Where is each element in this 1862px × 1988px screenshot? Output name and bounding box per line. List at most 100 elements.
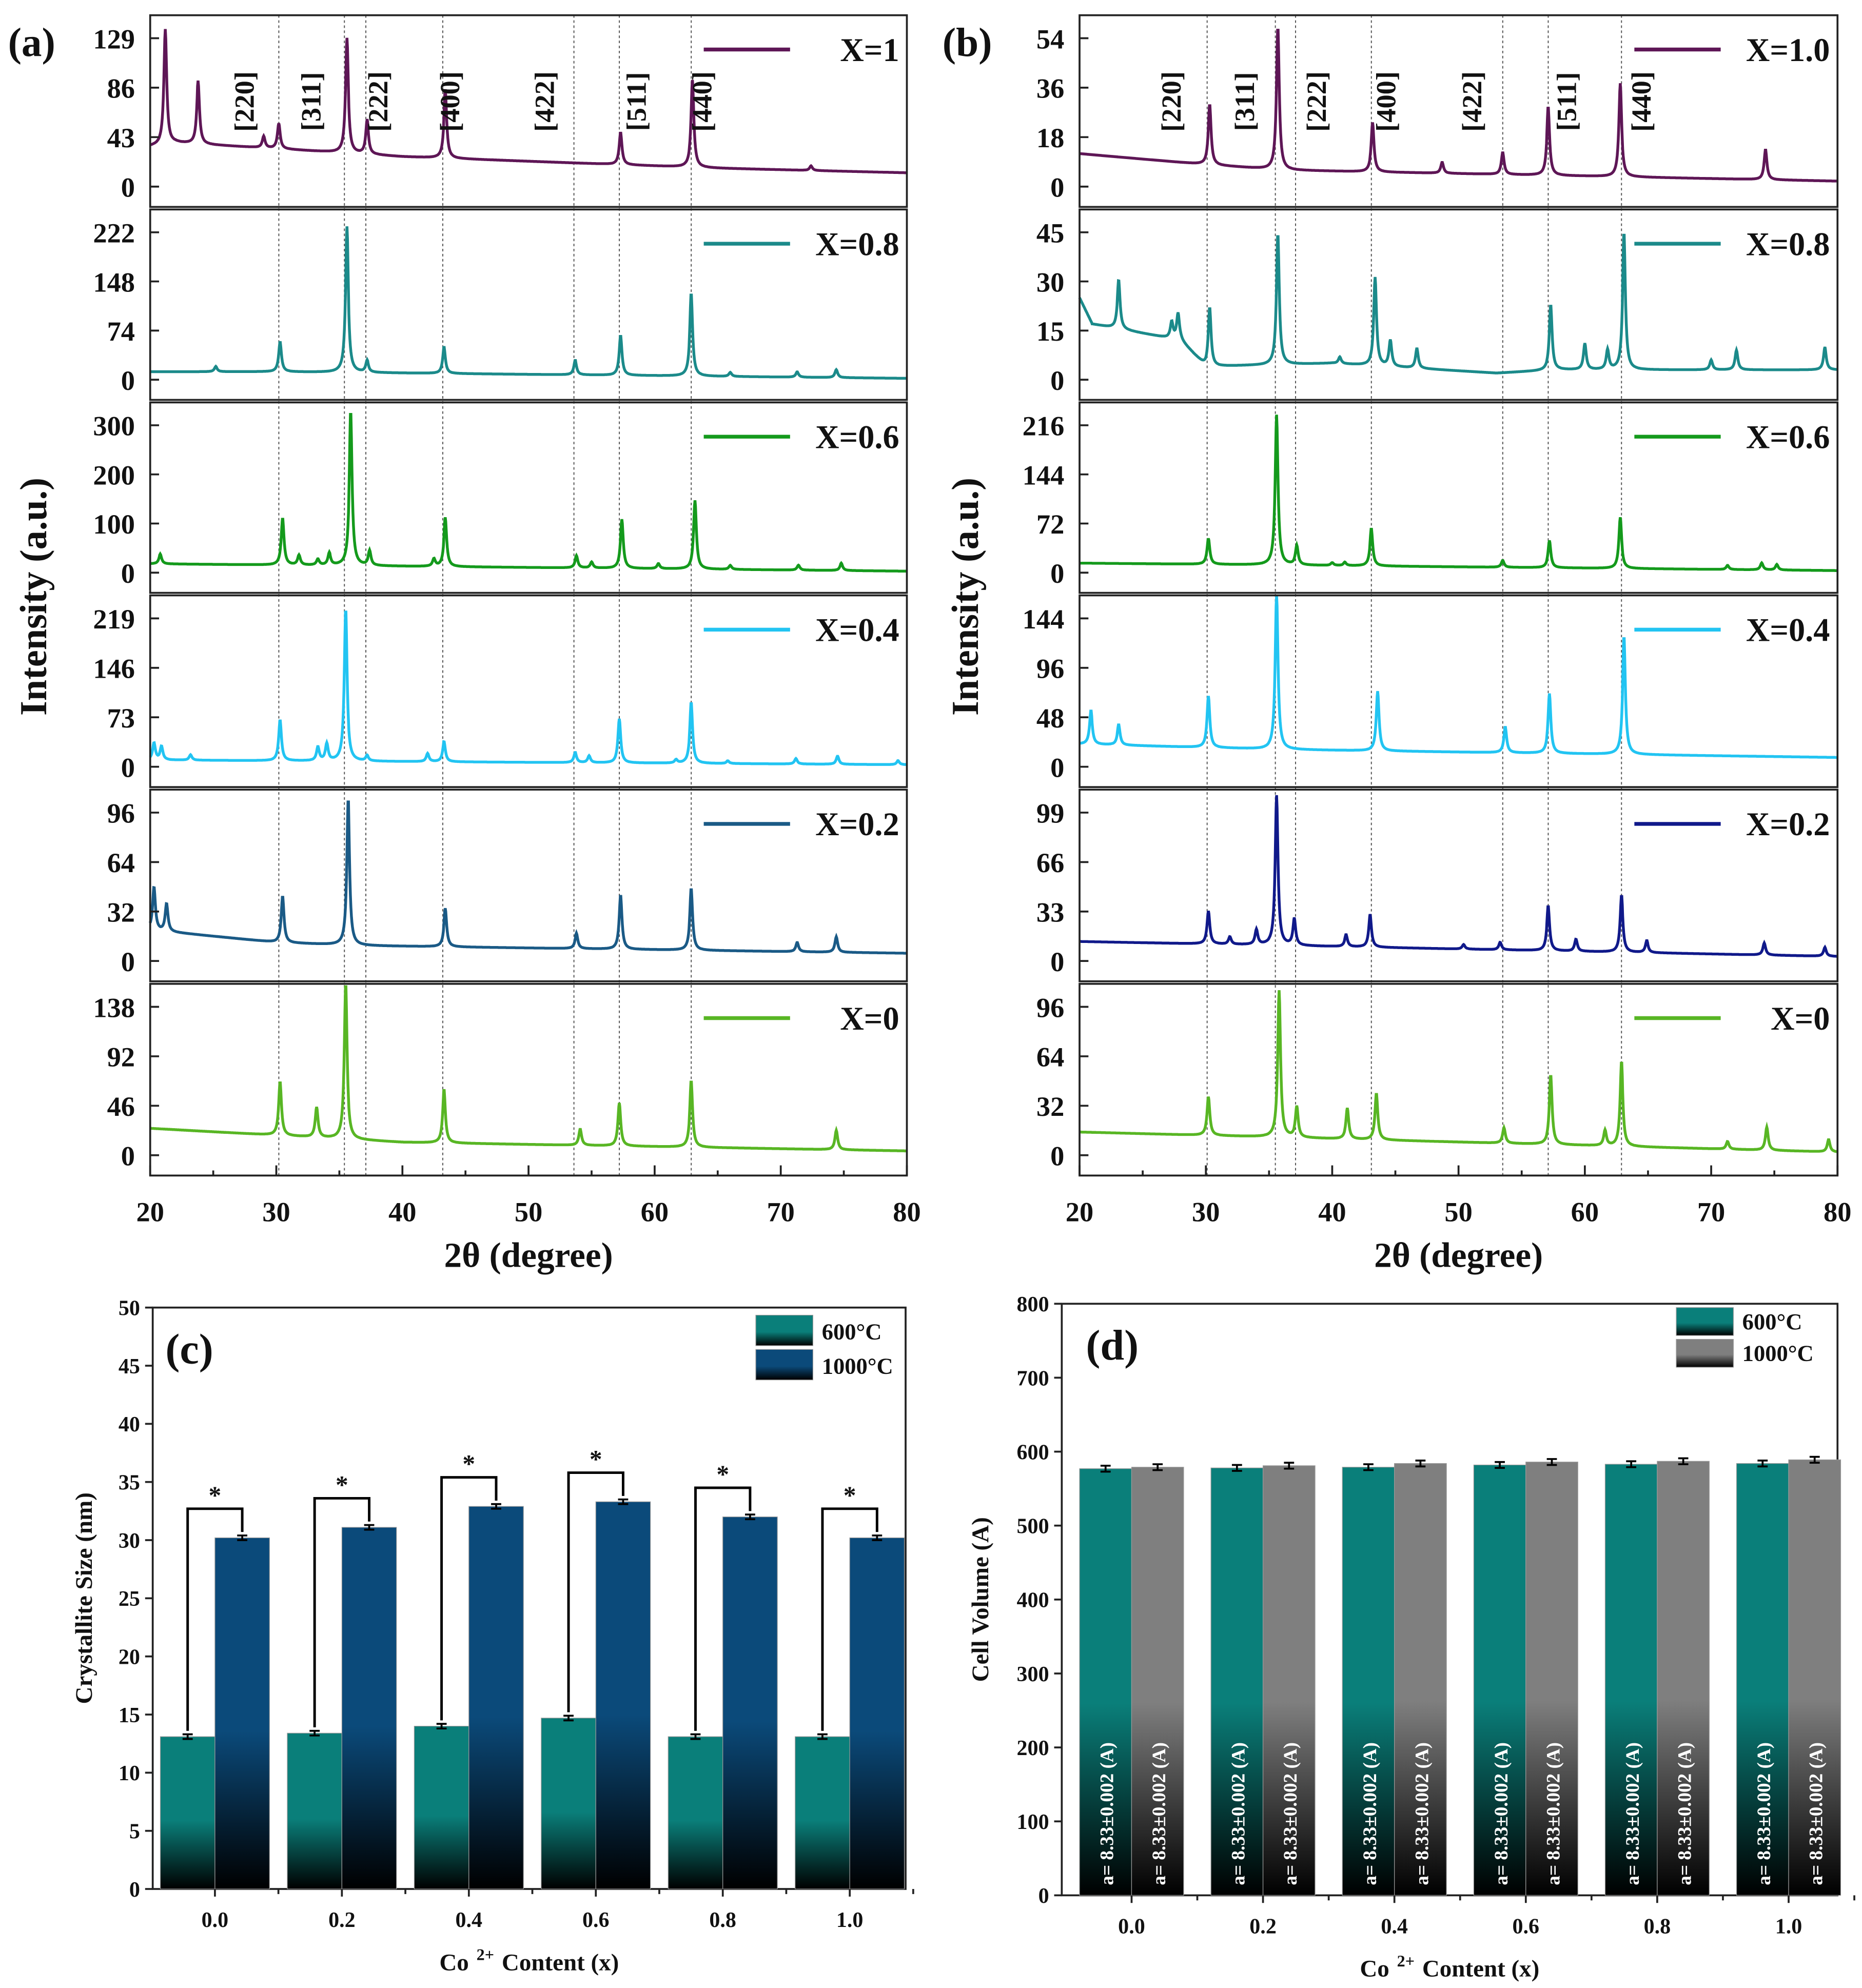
x-tick-label: 20 — [136, 1196, 164, 1227]
y-tick-label: 0 — [1050, 1140, 1064, 1172]
xrd-subplot: 0 15 30 45 X=0.8 — [1036, 208, 1839, 401]
y-tick-label: 100 — [93, 508, 135, 540]
y-tick-label: 25 — [119, 1587, 140, 1611]
bar-1000C-0.2 — [341, 1527, 397, 1889]
legend-swatch — [755, 1349, 813, 1381]
y-tick-label: 800 — [1017, 1293, 1049, 1316]
y-axis-label: Intensity (a.u.) — [13, 478, 55, 716]
y-tick-label: 45 — [119, 1355, 140, 1379]
xrd-subplot: 0 48 96 144 X=0.4 — [1023, 594, 1839, 789]
bar-annotation: a= 8.33±0.002 (A) — [1543, 1742, 1564, 1885]
error-bar — [1363, 1463, 1374, 1471]
legend-label: X=0.2 — [1746, 806, 1830, 842]
bar-1000C-1.0 — [849, 1537, 905, 1889]
y-tick-label: 129 — [93, 23, 135, 54]
miller-index-label: [311] — [296, 72, 327, 131]
y-tick-label: 40 — [119, 1413, 140, 1436]
y-tick-label: 0 — [1050, 558, 1064, 589]
x-axis-label: Co 2+ Content (x) — [1360, 1952, 1539, 1982]
x-tick-label: 40 — [388, 1196, 416, 1227]
y-tick-label: 400 — [1017, 1589, 1049, 1612]
subplot-frame — [1079, 594, 1839, 789]
x-axis-label: 2θ (degree) — [444, 1235, 613, 1275]
error-bar — [1757, 1459, 1768, 1468]
bar-600C-0.4 — [414, 1726, 469, 1889]
significance-asterisk: * — [844, 1481, 856, 1509]
y-tick-label: 20 — [119, 1646, 140, 1669]
y-tick-label: 35 — [119, 1471, 140, 1495]
x-tick-label: 0.4 — [456, 1908, 483, 1932]
error-bar — [1546, 1458, 1557, 1466]
bar-annotation: a= 8.33±0.002 (A) — [1097, 1742, 1118, 1885]
bar-600C-0.0 — [160, 1736, 215, 1889]
y-tick-label: 146 — [93, 653, 135, 684]
y-tick-label: 96 — [1036, 992, 1064, 1023]
legend-label: X=0 — [840, 1000, 899, 1037]
miller-index-label: [440] — [1625, 71, 1657, 132]
miller-index-label: [440] — [687, 71, 718, 132]
bar-annotation: a= 8.33±0.002 (A) — [1674, 1742, 1695, 1885]
panel-label: (c) — [165, 1326, 213, 1373]
y-tick-label: 222 — [93, 218, 135, 249]
y-tick-label: 0 — [121, 365, 135, 396]
x-tick-label: 0.8 — [709, 1908, 736, 1932]
significance-asterisk: * — [590, 1445, 602, 1473]
xrd-subplot: 0 73 146 219 X=0.4 — [93, 594, 908, 789]
x-tick-label: 40 — [1318, 1196, 1346, 1227]
y-tick-label: 32 — [1036, 1091, 1064, 1122]
legend-label: X=0.6 — [815, 419, 899, 455]
bar-1000C-0.0 — [214, 1537, 270, 1889]
bar-1000C-1.0 — [1788, 1459, 1841, 1896]
y-tick-label: 96 — [107, 798, 135, 829]
x-tick-label: 0.8 — [1644, 1915, 1671, 1939]
subplot-frame — [1079, 401, 1839, 594]
y-tick-label: 32 — [107, 897, 135, 928]
legend-label: 1000°C — [822, 1353, 893, 1379]
error-bar — [1626, 1460, 1637, 1468]
y-tick-label: 10 — [119, 1762, 140, 1785]
bar-1000C-0.8 — [1657, 1461, 1710, 1896]
error-bar — [618, 1498, 629, 1505]
x-tick-label: 70 — [767, 1196, 794, 1227]
bar-annotation: a= 8.33±0.002 (A) — [1806, 1742, 1827, 1885]
x-tick-label: 0.6 — [582, 1908, 610, 1932]
significance-asterisk: * — [716, 1460, 729, 1488]
error-bar — [1678, 1457, 1689, 1465]
xrd-subplot: 0 100 200 300 X=0.6 — [93, 401, 908, 594]
error-bar — [182, 1733, 193, 1740]
legend-label: 600°C — [822, 1319, 882, 1345]
y-tick-label: 700 — [1017, 1367, 1049, 1390]
bar-600C-0.8 — [668, 1736, 723, 1889]
y-tick-label: 33 — [1036, 897, 1064, 928]
y-tick-label: 600 — [1017, 1441, 1049, 1464]
x-tick-label: 30 — [262, 1196, 290, 1227]
y-tick-label: 92 — [107, 1041, 135, 1073]
significance-bracket — [440, 1476, 498, 1721]
legend-label: X=1 — [840, 32, 899, 68]
y-tick-label: 15 — [1036, 316, 1064, 347]
xrd-curve — [1080, 595, 1838, 759]
y-tick-label: 74 — [107, 316, 135, 347]
legend-label: 600°C — [1742, 1309, 1802, 1334]
y-tick-label: 0 — [1050, 752, 1064, 783]
xrd-curve — [1080, 415, 1838, 572]
xrd-curve — [149, 29, 907, 174]
x-tick-label: 30 — [1192, 1196, 1220, 1227]
xrd-curve — [149, 800, 907, 955]
x-label-superscript: 2+ — [477, 1945, 494, 1964]
xrd-curve — [149, 611, 907, 766]
bar-annotation: a= 8.33±0.002 (A) — [1280, 1742, 1301, 1885]
y-tick-label: 30 — [119, 1529, 140, 1553]
y-tick-label: 144 — [1023, 459, 1065, 490]
x-tick-label: 50 — [1444, 1196, 1472, 1227]
x-label-rest: Content (x) — [1422, 1956, 1539, 1982]
error-bar — [744, 1513, 755, 1521]
bar-annotation: a= 8.33±0.002 (A) — [1754, 1742, 1775, 1885]
y-tick-label: 36 — [1036, 73, 1064, 104]
miller-index-label: [220] — [228, 71, 260, 132]
x-axis-label: 2θ (degree) — [1374, 1235, 1543, 1275]
bar-1000C-0.4 — [1394, 1463, 1447, 1896]
y-tick-label: 86 — [107, 73, 135, 104]
error-bar — [436, 1723, 447, 1730]
